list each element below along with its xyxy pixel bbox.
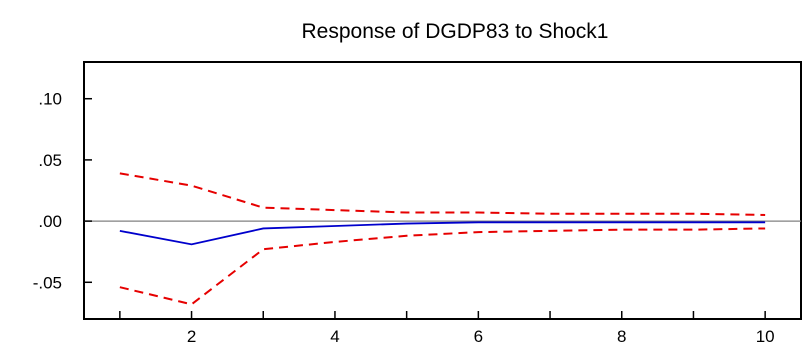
series-line-response	[119, 221, 766, 246]
x-tick-label: 4	[330, 327, 339, 345]
y-tick-label: .10	[38, 90, 62, 109]
y-tick-label: .00	[38, 212, 62, 231]
series-line-upper-band	[119, 172, 766, 216]
x-tick-label: 10	[756, 327, 775, 345]
plot-layer	[84, 172, 801, 306]
plot-frame	[83, 61, 802, 320]
series-line-lower-band	[119, 227, 766, 306]
x-tick-label: 6	[474, 327, 483, 345]
x-tick-label: 2	[187, 327, 196, 345]
y-tick-label: .05	[38, 151, 62, 170]
chart-title: Response of DGDP83 to Shock1	[301, 20, 608, 43]
x-tick-label: 8	[617, 327, 626, 345]
y-tick-label: -.05	[33, 273, 62, 292]
axis-layer: .10 .05 .00 -.05 2 4 6 8 10	[33, 90, 775, 346]
